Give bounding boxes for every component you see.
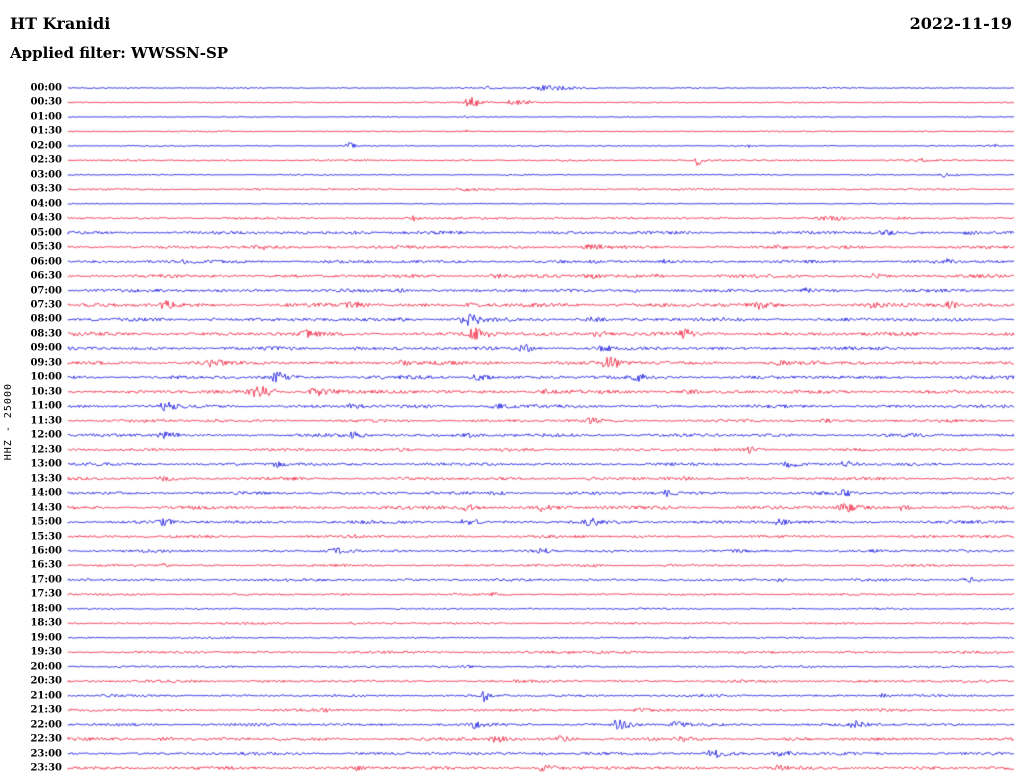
row-time-label: 13:00 [30, 458, 62, 470]
row-time-label: 18:30 [30, 617, 62, 629]
record-date: 2022-11-19 [909, 14, 1012, 33]
row-time-label: 22:00 [30, 719, 62, 731]
row-time-label: 01:30 [30, 125, 62, 137]
row-time-label: 07:00 [30, 285, 62, 297]
row-time-label: 09:00 [30, 342, 62, 354]
row-time-label: 22:30 [30, 733, 62, 745]
row-time-label: 04:00 [30, 198, 62, 210]
row-time-label: 03:30 [30, 183, 62, 195]
row-time-label: 21:00 [30, 690, 62, 702]
row-time-label: 23:00 [30, 748, 62, 760]
row-time-label: 01:00 [30, 111, 62, 123]
row-time-label: 08:00 [30, 313, 62, 325]
row-time-label: 18:00 [30, 603, 62, 615]
row-time-label: 13:30 [30, 473, 62, 485]
row-time-label: 21:30 [30, 704, 62, 716]
row-time-label: 05:30 [30, 241, 62, 253]
row-time-label: 17:00 [30, 574, 62, 586]
row-time-label: 20:00 [30, 661, 62, 673]
time-axis: 00:00 00:30 01:00 01:30 02:00 02:30 03:00 03:30… [0, 0, 64, 780]
row-time-label: 20:30 [30, 675, 62, 687]
row-time-label: 19:00 [30, 632, 62, 644]
station-title: HT Kranidi [10, 14, 111, 33]
row-time-label: 15:30 [30, 531, 62, 542]
row-time-label: 14:30 [30, 502, 62, 514]
row-time-label: 12:00 [30, 429, 62, 441]
row-time-label: 16:00 [30, 545, 62, 557]
row-time-label: 06:30 [30, 270, 62, 282]
row-time-label: 07:30 [30, 299, 62, 311]
row-time-label: 23:30 [30, 762, 62, 774]
row-time-label: 00:30 [30, 96, 62, 108]
row-time-label: 17:30 [30, 588, 62, 600]
row-time-label: 19:30 [30, 646, 62, 658]
row-time-label: 10:30 [30, 386, 62, 398]
row-time-label: 04:30 [30, 212, 62, 224]
row-time-label: 16:30 [30, 559, 62, 571]
row-time-label: 11:00 [30, 400, 62, 412]
row-time-label: 15:00 [30, 516, 62, 528]
filter-label: Applied filter: WWSSN-SP [10, 44, 229, 62]
row-time-label: 02:30 [30, 154, 62, 166]
row-time-label: 03:00 [30, 169, 62, 181]
row-time-label: 09:30 [30, 357, 62, 369]
row-time-label: 11:30 [30, 415, 62, 427]
row-time-label: 06:00 [30, 256, 62, 268]
row-time-label: 08:30 [30, 328, 62, 340]
row-time-label: 14:00 [30, 487, 62, 499]
row-time-label: 12:30 [30, 444, 62, 456]
row-time-label: 00:00 [30, 82, 62, 94]
row-time-label: 02:00 [30, 140, 62, 152]
row-time-label: 05:00 [30, 227, 62, 239]
row-time-label: 10:00 [30, 371, 62, 383]
